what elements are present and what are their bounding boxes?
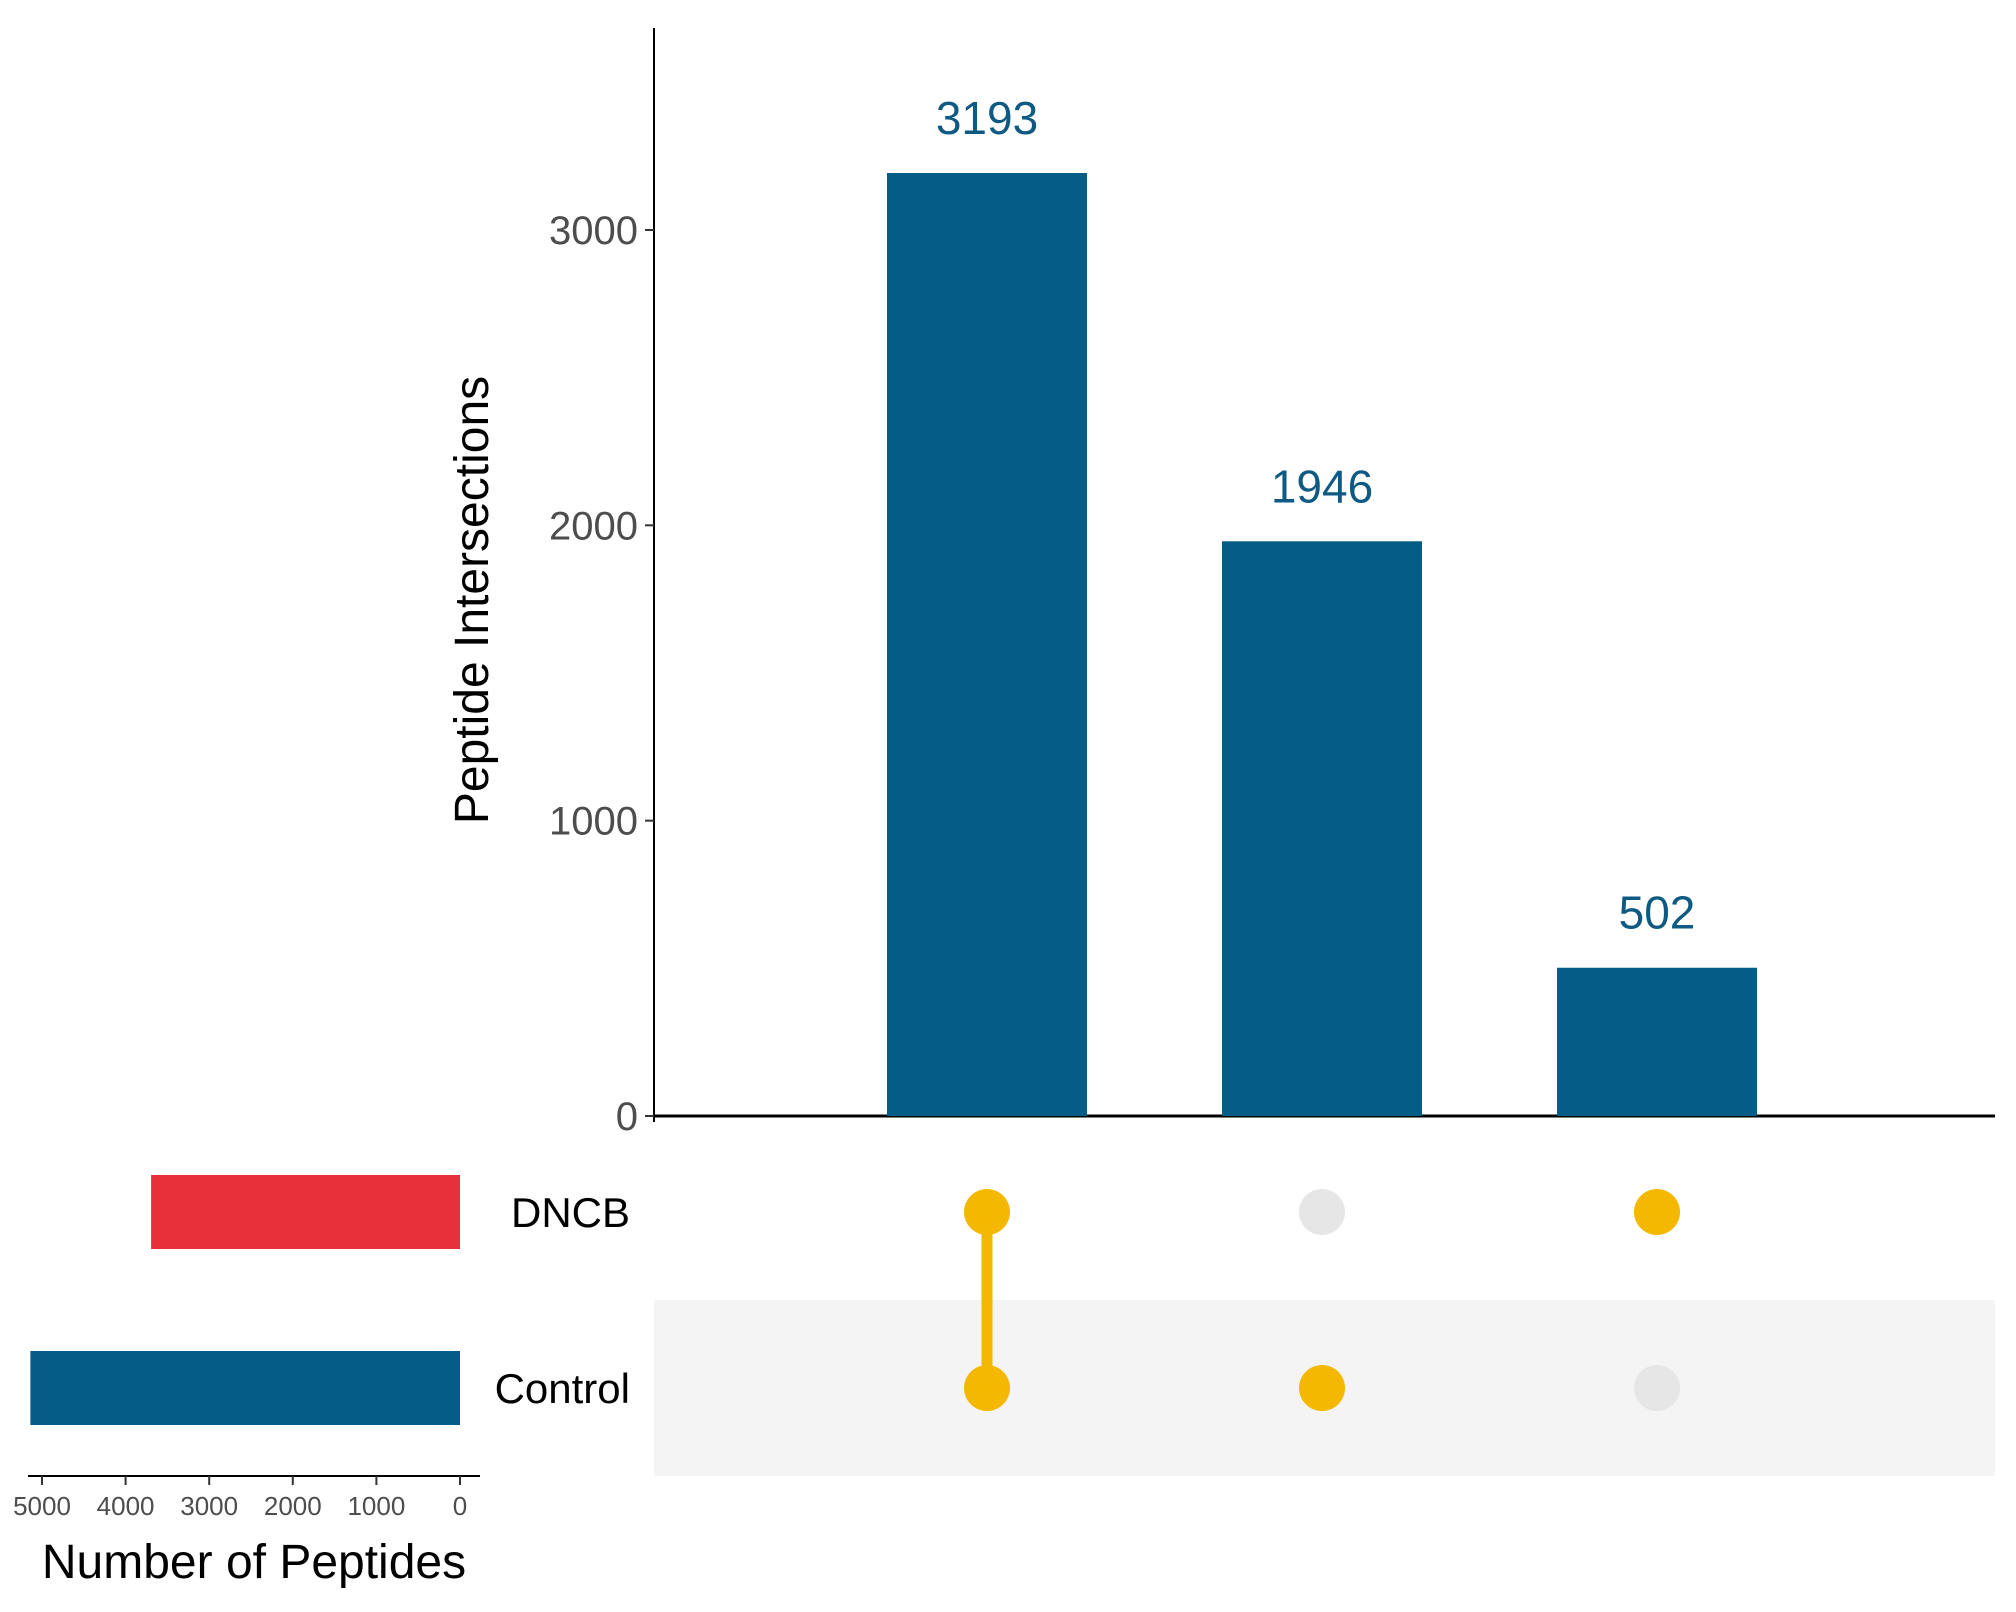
- membership-matrix: DNCB Control: [495, 1189, 1995, 1476]
- intersection-bar-panel: 0 1000 2000 3000 Peptide Intersections 3193 19…: [446, 28, 1995, 1139]
- y-tick-label: 3000: [549, 209, 638, 253]
- intersection-bar: [1222, 541, 1422, 1116]
- matrix-dot-inactive: [1299, 1189, 1345, 1235]
- set-label: Control: [495, 1365, 630, 1412]
- matrix-dot-inactive: [1634, 1365, 1680, 1411]
- size-x-tick-label: 4000: [97, 1491, 155, 1521]
- size-x-tick-label: 1000: [347, 1491, 405, 1521]
- intersection-bar: [1557, 967, 1757, 1116]
- matrix-dot-active: [1634, 1189, 1680, 1235]
- bar-value-label: 502: [1619, 887, 1696, 939]
- y-tick-label: 1000: [549, 800, 638, 844]
- matrix-dot-active: [964, 1189, 1010, 1235]
- size-x-tick-label: 2000: [264, 1491, 322, 1521]
- intersection-bar: [887, 173, 1087, 1116]
- size-x-tick-label: 5000: [13, 1491, 71, 1521]
- y-tick-label: 2000: [549, 504, 638, 548]
- size-x-tick-label: 3000: [180, 1491, 238, 1521]
- size-x-axis-title: Number of Peptides: [42, 1536, 466, 1589]
- set-size-bar: [30, 1351, 460, 1425]
- bar-value-label: 1946: [1271, 460, 1373, 512]
- set-size-bar: [151, 1175, 460, 1249]
- size-x-tick-label: 0: [453, 1491, 467, 1521]
- set-size-panel: 5000 4000 3000 2000 1000 0 Number of Peptides: [13, 1175, 480, 1589]
- set-label: DNCB: [511, 1189, 630, 1236]
- bar-value-label: 3193: [936, 92, 1038, 144]
- matrix-dot-active: [1299, 1365, 1345, 1411]
- y-axis-title: Peptide Intersections: [446, 376, 499, 824]
- matrix-dot-active: [964, 1365, 1010, 1411]
- y-tick-label: 0: [616, 1095, 638, 1139]
